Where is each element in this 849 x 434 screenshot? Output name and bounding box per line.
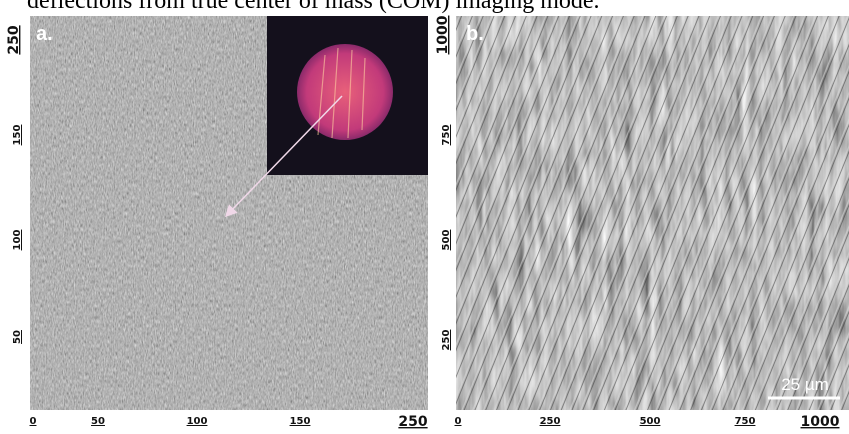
x-tick-label: 50 bbox=[91, 416, 105, 427]
panel-label: b. bbox=[466, 23, 484, 45]
y-tick-label: 250 bbox=[6, 25, 22, 54]
x-tick-label: 1000 bbox=[801, 414, 840, 430]
x-tick-label: 150 bbox=[290, 416, 311, 427]
x-tick-label: 500 bbox=[640, 416, 661, 427]
panel-label: a. bbox=[36, 23, 53, 45]
x-tick-label: 750 bbox=[735, 416, 756, 427]
y-tick-label: 100 bbox=[12, 230, 23, 251]
x-tick-label: 0 bbox=[455, 416, 462, 427]
y-tick-label: 50 bbox=[12, 330, 23, 344]
caption: deflections from true center of mass (CO… bbox=[27, 0, 600, 14]
y-tick-label: 150 bbox=[12, 125, 23, 146]
y-tick-label: 500 bbox=[441, 230, 452, 251]
figure: deflections from true center of mass (CO… bbox=[0, 0, 849, 434]
x-tick-label: 250 bbox=[540, 416, 561, 427]
scale-bar-label: 25 µm bbox=[781, 375, 829, 394]
x-tick-label: 0 bbox=[30, 416, 37, 427]
y-tick-label: 750 bbox=[441, 125, 452, 146]
y-tick-label: 250 bbox=[441, 330, 452, 351]
y-tick-label: 1000 bbox=[435, 15, 451, 54]
panel-b-image bbox=[456, 16, 849, 410]
x-tick-label: 250 bbox=[398, 414, 427, 430]
x-tick-label: 100 bbox=[187, 416, 208, 427]
panel-a-image bbox=[30, 16, 428, 410]
